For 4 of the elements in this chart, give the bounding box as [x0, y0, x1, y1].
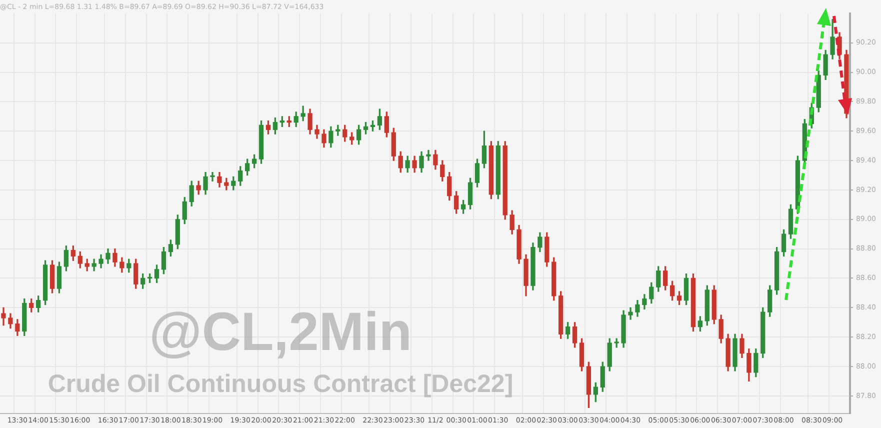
candlestick: [426, 150, 431, 161]
candlestick: [210, 172, 215, 182]
candlestick: [300, 106, 306, 122]
candlestick: [614, 338, 619, 348]
